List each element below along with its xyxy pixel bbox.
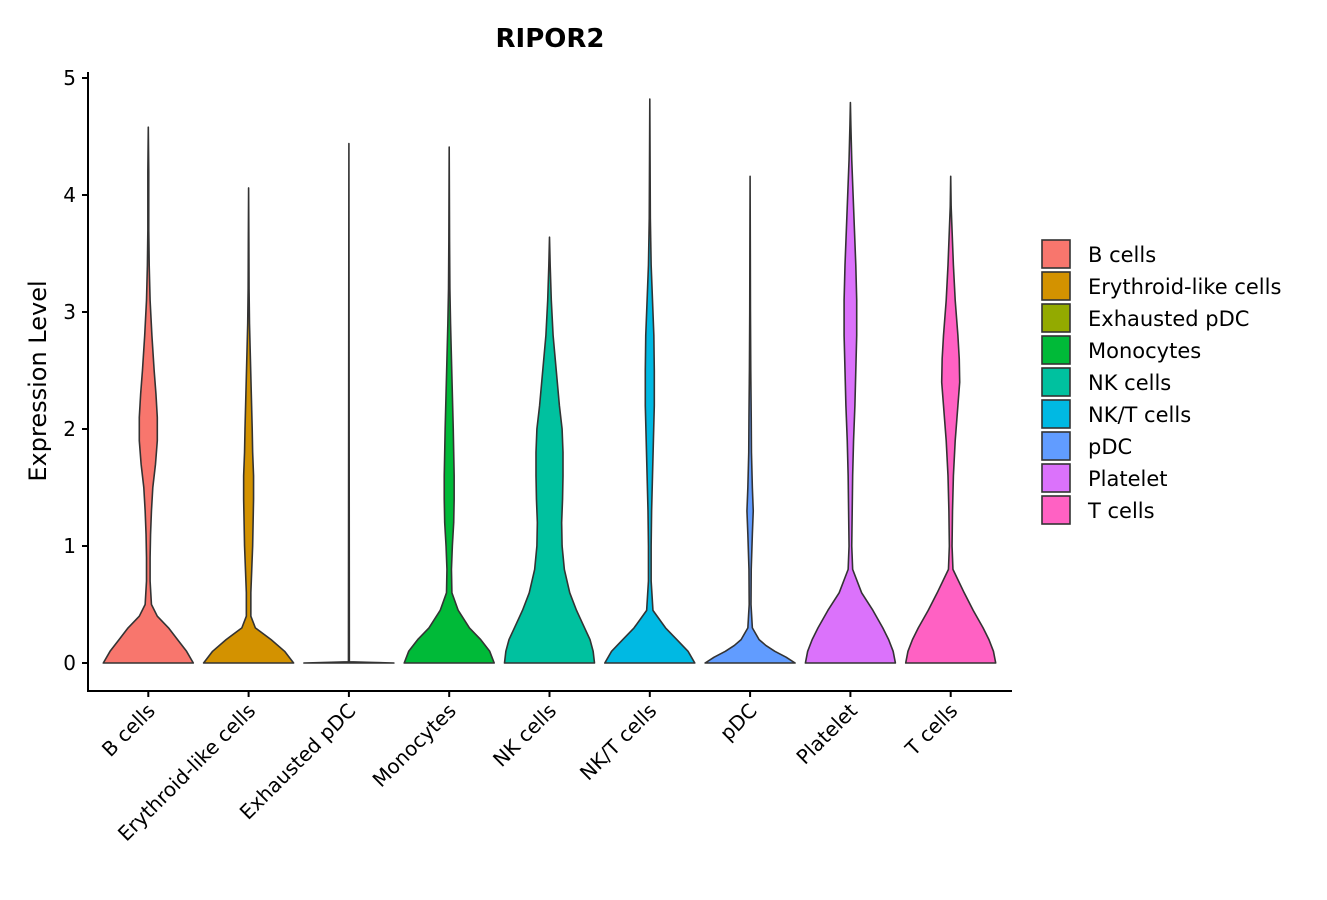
- y-tick-label: 2: [63, 417, 76, 441]
- y-ticks-group: 0 1 2 3 4 5: [63, 66, 88, 675]
- legend-label-exhausted-pdc: Exhausted pDC: [1088, 307, 1249, 331]
- violin-nk-t-cells: [604, 98, 696, 664]
- x-tick-label-nk-cells: NK cells: [488, 699, 561, 772]
- violin-erythroid-like-cells: [202, 187, 295, 664]
- legend-swatch-platelet: [1041, 463, 1071, 493]
- legend-swatch-t-cells: [1041, 495, 1071, 525]
- x-tick-label-t-cells: T cells: [900, 699, 963, 762]
- chart-title: RIPOR2: [496, 24, 605, 54]
- legend-label-erythroid-like-cells: Erythroid-like cells: [1088, 275, 1281, 299]
- legend-label-monocytes: Monocytes: [1088, 339, 1201, 363]
- y-tick-label: 1: [63, 534, 76, 558]
- legend-swatch-nk-t-cells: [1041, 399, 1071, 429]
- violin-b-cells: [102, 126, 195, 664]
- x-tick-label-platelet: Platelet: [791, 698, 862, 769]
- x-tick-label-monocytes: Monocytes: [368, 699, 461, 792]
- x-tick-label-b-cells: B cells: [97, 699, 160, 762]
- legend-swatch-pdc: [1041, 431, 1071, 461]
- violin-exhausted-pdc: [303, 142, 395, 664]
- legend-swatch-monocytes: [1041, 335, 1071, 365]
- y-axis-title: Expression Level: [24, 280, 52, 481]
- violin-nk-cells: [503, 236, 596, 664]
- legend-swatch-erythroid-like-cells: [1041, 271, 1071, 301]
- legend-swatch-nk-cells: [1041, 367, 1071, 397]
- x-tick-label-pdc: pDC: [715, 699, 762, 746]
- x-tick-label-nk-t-cells: NK/T cells: [575, 699, 661, 785]
- violin-pdc: [704, 175, 796, 664]
- legend-swatch-exhausted-pdc: [1041, 303, 1071, 333]
- legend: B cells Erythroid-like cells Exhausted pDC…: [1041, 239, 1281, 525]
- violin-platelet: [804, 101, 897, 664]
- y-tick-label: 4: [63, 183, 76, 207]
- legend-swatch-b-cells: [1041, 239, 1071, 269]
- legend-label-platelet: Platelet: [1088, 467, 1168, 491]
- legend-label-pdc: pDC: [1088, 435, 1132, 459]
- y-tick-label: 0: [63, 651, 76, 675]
- violin-monocytes: [403, 146, 495, 664]
- legend-label-nk-t-cells: NK/T cells: [1088, 403, 1191, 427]
- legend-label-b-cells: B cells: [1088, 243, 1156, 267]
- legend-label-t-cells: T cells: [1087, 499, 1155, 523]
- y-tick-label: 3: [63, 300, 76, 324]
- y-tick-label: 5: [63, 66, 76, 90]
- legend-label-nk-cells: NK cells: [1088, 371, 1171, 395]
- violins-group: [102, 98, 997, 664]
- violin-t-cells: [904, 175, 997, 664]
